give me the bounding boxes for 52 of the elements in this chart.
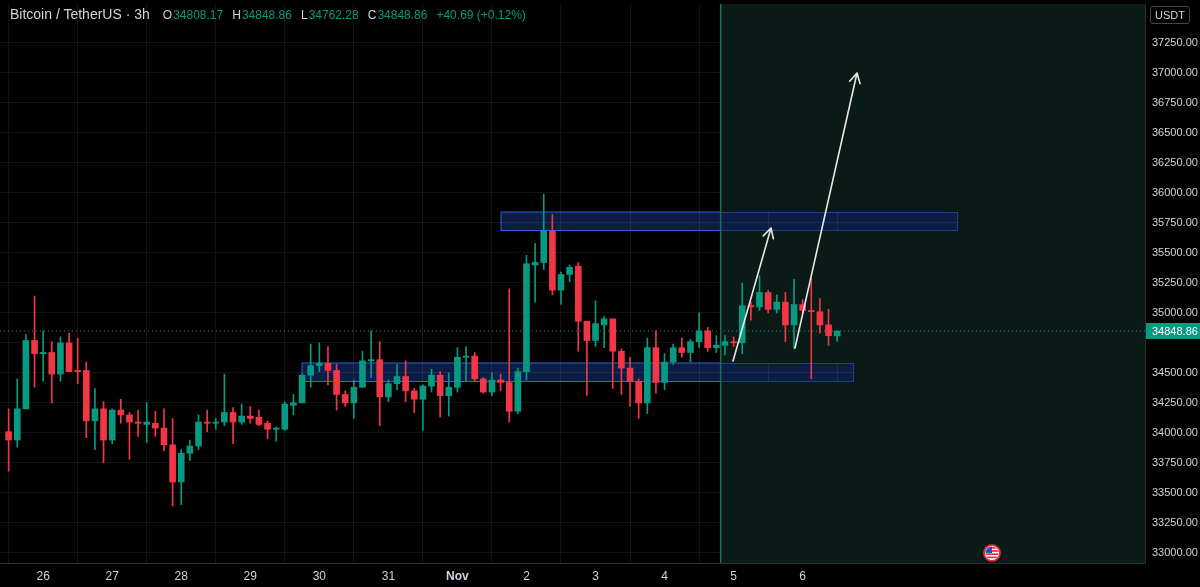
x-tick-label: 26: [36, 568, 51, 583]
x-tick-label: 5: [730, 568, 738, 583]
y-tick-label: 37000.00: [1152, 66, 1198, 79]
annotation: O34808.17: [162, 8, 224, 22]
y-tick-label: 34500.00: [1152, 365, 1198, 378]
x-tick-label: 28: [174, 568, 189, 583]
candlestick: [721, 335, 729, 356]
y-tick-label: 34000.00: [1152, 425, 1198, 438]
candlestick: [246, 406, 254, 424]
candlestick: [807, 277, 815, 380]
x-tick-label: 31: [381, 568, 396, 583]
y-tick-label: 36750.00: [1152, 96, 1198, 108]
y-tick-label: 35000.00: [1152, 305, 1198, 318]
candlestick: [203, 409, 211, 432]
y-tick-label: 33250.00: [1152, 515, 1198, 528]
annotation: L34762.28: [300, 8, 359, 22]
x-tick-label: 27: [105, 568, 120, 583]
y-tick-label: 36500.00: [1152, 125, 1198, 138]
y-tick-label: 37250.00: [1152, 36, 1198, 49]
annotation: C34848.86: [367, 8, 428, 22]
candlestick: [445, 372, 453, 417]
candlestick: [505, 288, 513, 423]
y-tick-label: 34250.00: [1152, 395, 1198, 408]
y-tick-label: 33500.00: [1152, 485, 1198, 498]
x-tick-label: 4: [661, 568, 669, 583]
y-tick-label: 33000.00: [1152, 545, 1198, 558]
candlestick: [134, 409, 142, 437]
candlestick: [117, 398, 125, 424]
x-tick-label: 6: [799, 568, 807, 583]
y-tick-label: 35250.00: [1152, 275, 1198, 288]
y-tick-label: 36250.00: [1152, 155, 1198, 168]
y-tick-label: 35500.00: [1152, 245, 1198, 258]
candlestick: [324, 346, 332, 386]
y-tick-label: 33750.00: [1152, 455, 1198, 468]
y-axis-title: USDT: [1150, 6, 1190, 24]
candlestick: [74, 337, 82, 384]
x-tick-label: Nov: [446, 568, 470, 583]
candlestick: [531, 242, 539, 303]
x-tick-label: 2: [523, 568, 531, 583]
candlestick: [143, 402, 151, 443]
annotation: +40.69 (+0.12%): [436, 8, 526, 22]
candlestick: [462, 346, 470, 382]
x-tick-label: 29: [243, 568, 258, 583]
y-tick-label: 35750.00: [1152, 215, 1198, 228]
candlestick: [212, 418, 220, 430]
candlestick: [307, 343, 315, 388]
chart-title: Bitcoin / TetherUS · 3h: [10, 6, 150, 22]
y-tick-label: 36000.00: [1152, 185, 1198, 198]
ref-line-label: 34848.86: [1152, 324, 1198, 337]
x-tick-label: 3: [592, 568, 600, 583]
annotation: H34848.86: [232, 8, 292, 22]
x-tick-label: 30: [312, 568, 327, 583]
